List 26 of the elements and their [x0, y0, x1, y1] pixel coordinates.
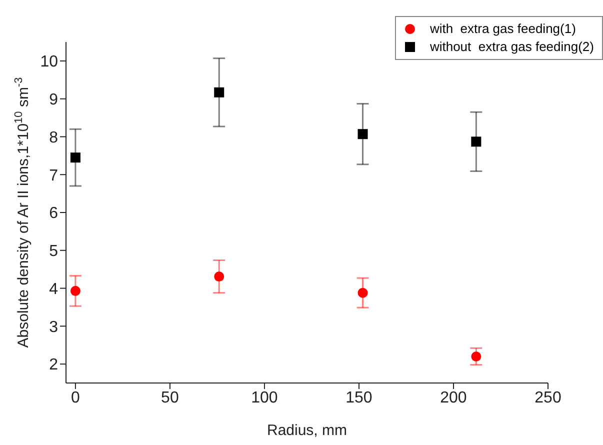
y-tick-label: 10 — [40, 54, 58, 71]
x-tick-label: 100 — [251, 389, 278, 406]
y-tick-label: 5 — [49, 243, 58, 260]
y-tick-label: 9 — [49, 92, 58, 109]
y-tick-label: 6 — [49, 205, 58, 222]
y-tick-label: 4 — [49, 280, 58, 298]
point — [471, 351, 482, 362]
x-tick-label: 200 — [440, 389, 467, 406]
legend-label: with extra gas feeding(1) — [430, 20, 576, 38]
y-tick-label: 3 — [49, 318, 58, 336]
y-tick-label: 7 — [49, 167, 58, 184]
y-tick-label: 2 — [49, 356, 58, 374]
x-tick-label: 50 — [161, 389, 179, 406]
x-tick-label: 150 — [346, 389, 372, 406]
point — [358, 129, 368, 140]
x-tick-label: 250 — [534, 389, 562, 406]
point — [214, 87, 224, 98]
point — [70, 152, 80, 163]
y-tick-label: 8 — [49, 129, 58, 146]
x-axis-title: Radius, mm — [266, 422, 348, 439]
point — [471, 136, 482, 147]
legend-label: without extra gas feeding(2) — [430, 38, 594, 56]
point — [70, 286, 80, 296]
point — [214, 272, 224, 282]
x-tick-label: 0 — [71, 389, 80, 406]
point — [358, 288, 368, 298]
